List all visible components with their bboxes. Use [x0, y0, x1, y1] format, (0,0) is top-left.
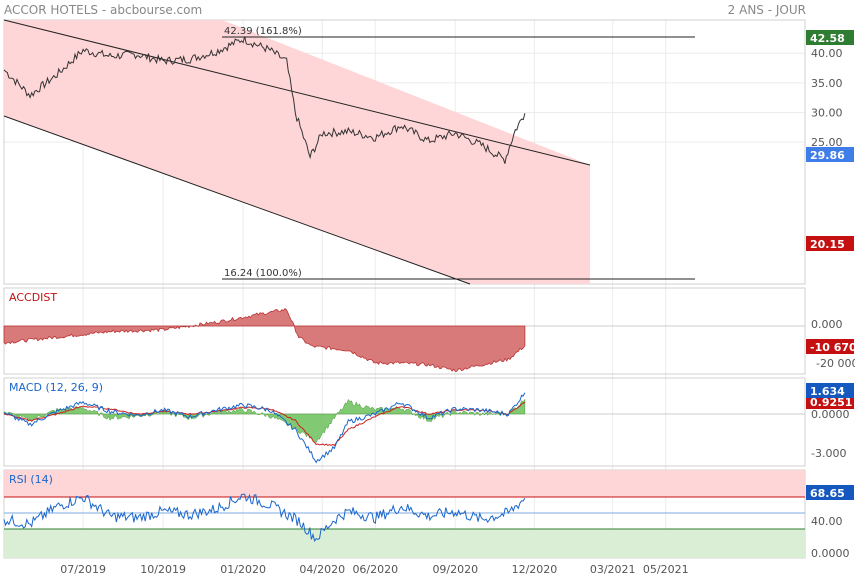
x-tick-label: 10/2019: [140, 563, 186, 576]
rsi-oversold-zone: [4, 529, 805, 558]
macd-line: [3, 392, 526, 464]
signal-badge: 0.9251: [810, 396, 852, 409]
macd-tick-label: -3.000: [811, 447, 846, 460]
accdist-badge: -10 670: [810, 341, 855, 354]
x-tick-label: 04/2020: [299, 563, 345, 576]
chart-title: ACCOR HOTELS - abcbourse.com: [4, 3, 203, 17]
x-tick-label: 09/2020: [432, 563, 478, 576]
macd-title: MACD (12, 26, 9): [9, 381, 103, 394]
x-axis: 07/2019 10/2019 01/2020 04/2020 06/2020 09/20…: [60, 563, 688, 576]
rsi-badge: 68.65: [810, 487, 845, 500]
rsi-line: [3, 493, 526, 543]
fib-high-badge-bg: [806, 30, 854, 45]
accdist-badge-bg: [806, 339, 854, 354]
fib-low-badge: 20.15: [810, 238, 845, 251]
accdist-title: ACCDIST: [9, 291, 57, 304]
macd-badge-bg: [806, 383, 854, 398]
rsi-panel: RSI (14): [3, 470, 805, 558]
fibonacci-level-label: 16.24 (100.0%): [224, 268, 302, 279]
macd-badge: 1.634: [810, 385, 845, 398]
price-line: [3, 36, 526, 164]
x-tick-label: 05/2021: [643, 563, 689, 576]
channel-lower-line: [3, 115, 471, 285]
price-tick-label: 30.00: [811, 107, 843, 120]
accdist-tick-label: -20 000: [816, 357, 855, 370]
price-tick-label: 25.00: [811, 136, 843, 149]
channel-upper-line: [3, 19, 591, 166]
rsi-title: RSI (14): [9, 473, 53, 486]
x-tick-label: 06/2020: [352, 563, 398, 576]
macd-histogram: [3, 398, 526, 444]
macd-panel: MACD (12, 26, 9): [3, 381, 526, 464]
rsi-tick-label: 0.0000: [811, 547, 850, 560]
trend-channel-fill: [4, 20, 590, 284]
fib-high-badge: 42.58: [810, 32, 845, 45]
panel-frame: [3, 19, 806, 285]
last-price-badge: 29.86: [810, 149, 845, 162]
fib-low-badge-bg: [806, 236, 854, 251]
x-tick-label: 12/2020: [512, 563, 558, 576]
price-panel: 42.39 (161.8%) 16.24 (100.0%): [3, 19, 695, 285]
x-tick-label: 07/2019: [60, 563, 106, 576]
fibonacci-level-label: 42.39 (161.8%): [224, 26, 302, 37]
price-tick-label: 35.00: [811, 77, 843, 90]
accdist-panel: ACCDIST: [3, 291, 526, 372]
price-tick-label: 40.00: [811, 47, 843, 60]
rsi-overbought-zone: [4, 470, 805, 497]
rsi-tick-label: 40.00: [811, 515, 843, 528]
last-price-badge-bg: [806, 147, 854, 162]
macd-tick-label: 0.0000: [811, 408, 850, 421]
accdist-area: [3, 308, 526, 372]
x-tick-label: 01/2020: [220, 563, 266, 576]
accdist-tick-label: 0.000: [811, 318, 843, 331]
panel-frame: [3, 377, 806, 467]
rsi-badge-bg: [806, 485, 854, 500]
period-label: 2 ANS - JOUR: [727, 3, 806, 17]
y-axis: 40.00 35.00 30.00 25.00 0.000 -20 000 0.0000 -3…: [811, 47, 855, 560]
x-tick-label: 03/2021: [590, 563, 636, 576]
